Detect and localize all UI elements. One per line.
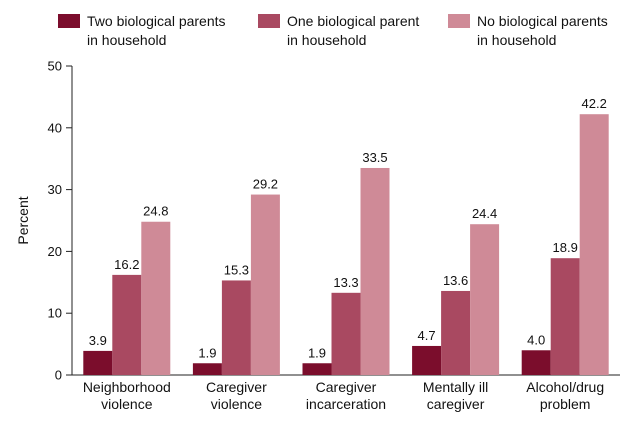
x-tick-label: incarceration [306,396,386,412]
data-label: 15.3 [224,262,249,277]
legend: Two biological parents in household One bi… [58,13,608,48]
x-tick-label: violence [101,396,153,412]
bar [83,350,113,375]
bar [579,114,609,375]
data-label: 4.7 [418,328,436,343]
legend-label: in household [87,32,166,48]
x-tick-label: violence [211,396,263,412]
legend-swatch [58,14,80,28]
bar [441,290,471,375]
bar [331,292,361,375]
data-label: 1.9 [198,345,216,360]
bar [250,194,280,375]
x-tick-label: Neighborhood [83,379,171,395]
legend-label: No biological parents [477,13,608,29]
data-labels: 3.9 16.2 24.8 1.9 15.3 29.2 1.9 13.3 33.5 4.7 13.6… [89,96,607,360]
bar [221,280,251,375]
y-tick-label: 20 [48,244,62,259]
legend-label: in household [477,32,556,48]
y-tick-label: 10 [48,306,62,321]
bar [302,363,332,375]
data-label: 24.4 [472,206,497,221]
bar [412,345,442,375]
data-label: 13.3 [333,275,358,290]
x-tick-label: Caregiver [206,379,267,395]
y-tick-label: 30 [48,182,62,197]
data-label: 29.2 [253,177,278,192]
data-label: 18.9 [553,240,578,255]
bar [470,224,500,375]
data-label: 42.2 [582,96,607,111]
x-tick-label: caregiver [427,396,485,412]
bar [550,258,580,375]
bar [521,350,551,375]
data-label: 33.5 [362,150,387,165]
y-tick-label: 50 [48,59,62,74]
y-tick-label: 40 [48,120,62,135]
legend-label: in household [287,32,366,48]
data-label: 1.9 [308,345,326,360]
bar [192,363,222,375]
legend-swatch [448,14,470,28]
bar [141,221,171,375]
x-tick-label: problem [540,396,591,412]
x-tick-label: Mentally ill [423,379,488,395]
x-tick-label: Caregiver [316,379,377,395]
data-label: 3.9 [89,333,107,348]
data-label: 24.8 [143,204,168,219]
x-tick-label: Alcohol/drug [526,379,604,395]
legend-swatch [258,14,280,28]
bar [360,167,390,375]
y-tick-label: 0 [55,368,62,383]
legend-label: Two biological parents [87,13,226,29]
legend-label: One biological parent [287,13,419,29]
data-label: 13.6 [443,273,468,288]
bars [83,114,609,375]
bar [112,274,142,375]
category-labels: NeighborhoodviolenceCaregiverviolenceCar… [83,379,604,412]
y-axis-label: Percent [15,196,31,244]
data-label: 4.0 [527,332,545,347]
data-label: 16.2 [114,257,139,272]
